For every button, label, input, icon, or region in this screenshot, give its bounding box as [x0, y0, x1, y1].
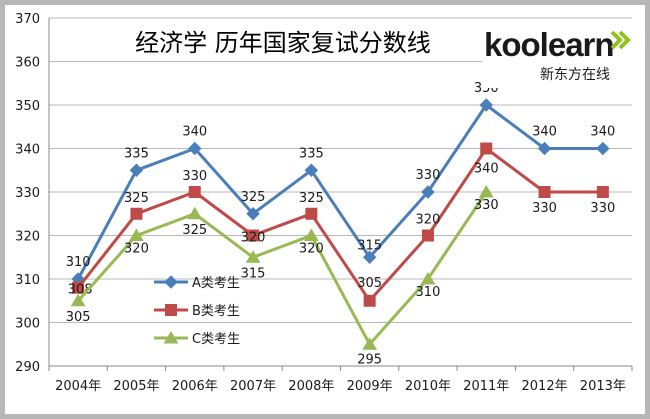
data-label: 310 — [66, 255, 91, 270]
x-tick-label: 2013年 — [580, 379, 626, 394]
data-point — [479, 98, 493, 112]
data-label: 330 — [474, 198, 499, 213]
chart-title: 经济学 历年国家复试分数线 — [135, 29, 431, 57]
y-tick-label: 300 — [15, 317, 40, 332]
x-tick-label: 2011年 — [463, 379, 509, 394]
data-label: 340 — [474, 162, 499, 177]
data-label: 330 — [416, 168, 441, 183]
x-tick-label: 2008年 — [288, 379, 334, 394]
series-line — [77, 147, 603, 303]
data-label: 325 — [299, 191, 324, 206]
data-label: 305 — [66, 310, 91, 325]
data-point — [303, 228, 319, 241]
data-label: 340 — [590, 125, 615, 140]
logo-tagline: 新东方在线 — [540, 67, 610, 83]
data-point — [304, 163, 319, 177]
data-point — [247, 229, 260, 242]
data-point — [187, 206, 203, 220]
x-tick-label: 2004年 — [55, 379, 101, 394]
data-label: 320 — [124, 242, 149, 257]
data-label: 340 — [532, 125, 557, 140]
data-label: 340 — [182, 125, 207, 140]
data-point — [188, 141, 202, 156]
data-label: 320 — [241, 231, 266, 246]
data-point — [129, 163, 144, 177]
data-label: 325 — [182, 223, 207, 238]
y-tick-label: 290 — [15, 360, 40, 375]
data-label: 335 — [299, 146, 324, 161]
data-label: 325 — [124, 191, 149, 206]
data-point — [362, 337, 378, 350]
data-point — [596, 141, 610, 156]
x-tick-label: 2005年 — [113, 379, 159, 394]
data-point — [129, 228, 144, 241]
data-label: 335 — [124, 146, 149, 161]
logo-chevrons-icon — [610, 30, 631, 50]
data-point — [420, 272, 436, 285]
data-label: 308 — [68, 283, 93, 298]
y-tick-label: 320 — [15, 230, 40, 245]
y-tick-label: 360 — [15, 56, 40, 71]
data-label: 315 — [241, 266, 266, 281]
data-label: 330 — [590, 201, 615, 216]
x-tick-label: 2006年 — [172, 379, 218, 394]
y-tick-label: 330 — [15, 186, 40, 201]
x-tick-label: 2010年 — [405, 379, 451, 394]
x-tick-label: 2009年 — [347, 379, 393, 394]
data-point — [305, 207, 318, 220]
data-label: 320 — [416, 213, 441, 228]
data-point — [130, 207, 143, 220]
data-point — [188, 186, 201, 198]
data-point — [421, 185, 435, 199]
legend-label: C类考生 — [192, 332, 240, 347]
data-point — [362, 250, 377, 264]
data-label: 330 — [532, 201, 557, 216]
data-point — [421, 229, 434, 242]
x-tick-label: 2012年 — [522, 379, 568, 394]
data-label: 315 — [357, 238, 382, 253]
legend-marker — [164, 275, 178, 289]
data-point — [246, 207, 260, 221]
data-point — [70, 293, 86, 307]
data-label: 305 — [357, 276, 382, 291]
data-label: 310 — [416, 285, 441, 300]
data-point — [538, 186, 551, 198]
series-line — [76, 103, 603, 280]
y-tick-label: 340 — [15, 143, 40, 158]
data-label: 325 — [241, 190, 266, 205]
koolearn-logo: koolearn 新东方在线 — [482, 26, 634, 88]
data-point — [478, 185, 494, 198]
y-tick-label: 350 — [15, 99, 40, 114]
logo-wordmark: koolearn — [484, 26, 615, 63]
data-point — [72, 281, 85, 294]
data-point — [537, 141, 552, 156]
data-label: 330 — [182, 169, 207, 184]
data-point — [363, 294, 376, 307]
legend-label: A类考生 — [192, 276, 240, 291]
data-label: 295 — [357, 352, 382, 367]
legend-marker — [165, 304, 177, 316]
legend-label: B类考生 — [192, 304, 240, 319]
data-point — [245, 250, 261, 263]
y-tick-label: 370 — [15, 12, 40, 27]
data-point — [480, 142, 493, 155]
data-label: 320 — [299, 242, 324, 257]
x-tick-label: 2007年 — [230, 379, 276, 394]
data-point — [596, 186, 609, 198]
legend-marker — [163, 331, 179, 344]
y-tick-label: 310 — [15, 273, 40, 288]
series-line — [77, 191, 488, 346]
